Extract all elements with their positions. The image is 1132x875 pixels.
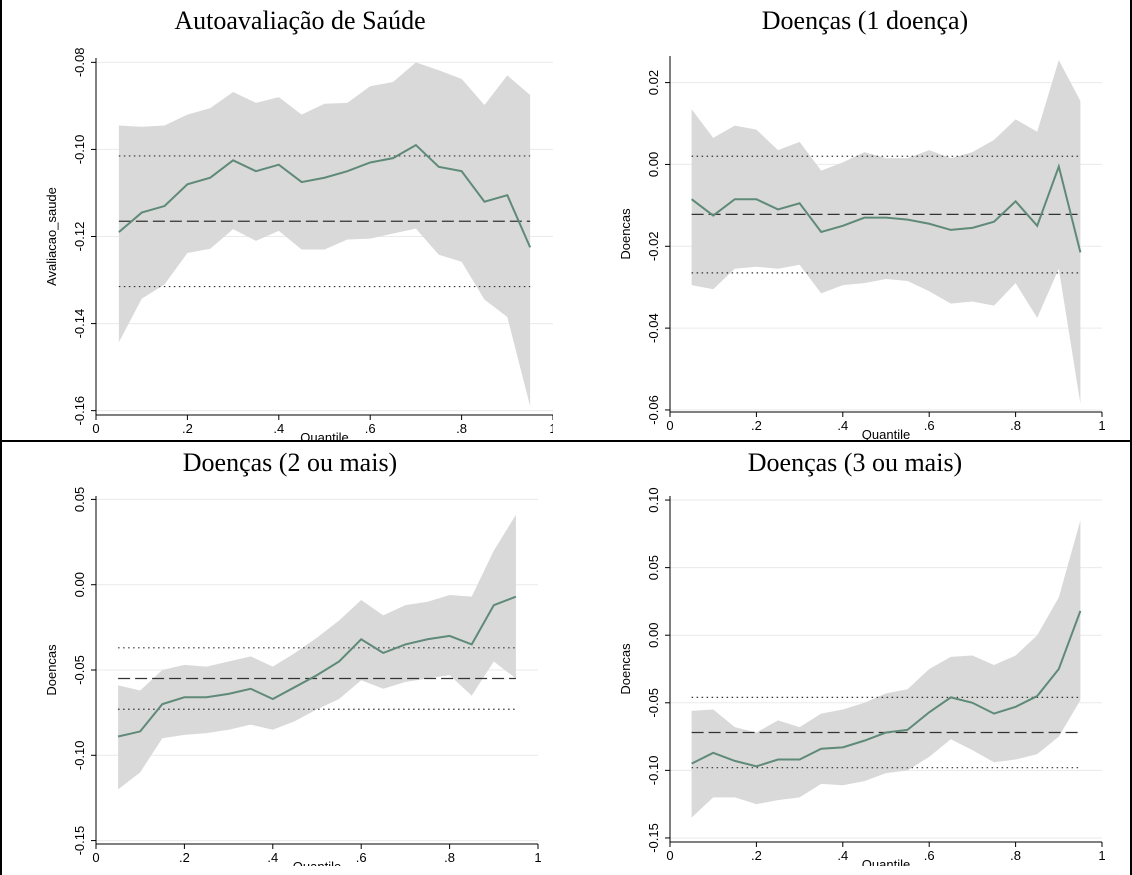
x-axis-title: Quantile	[300, 430, 348, 442]
x-tick-label: .2	[751, 848, 762, 863]
x-tick-label: .2	[182, 421, 193, 436]
chart-panel-doencas-2: 0.05 0.00 -0.05 -0.10 -0.15 0 .2 .4 .6 .8 1 Quantil…	[44, 487, 542, 866]
x-tick-label: .4	[267, 850, 278, 865]
y-axis-title: Doencas	[618, 643, 633, 695]
quantile-coefficient-line	[118, 143, 532, 248]
x-tick-label: .6	[924, 848, 935, 863]
panel-title-doencas-1: Doenças (1 doença)	[761, 6, 969, 35]
quantile-coefficient-line	[690, 163, 1082, 253]
x-tick-label: 1	[1098, 418, 1105, 433]
x-tick-label: .8	[1010, 418, 1021, 433]
quantile-coefficient-line	[117, 595, 517, 738]
x-tick-label: .2	[179, 850, 190, 865]
x-tick-label: 1	[534, 850, 541, 865]
y-tick-label: -0.10	[646, 756, 661, 786]
x-tick-label: .6	[924, 418, 935, 433]
confidence-band	[691, 60, 1081, 404]
y-tick-label: -0.06	[646, 395, 661, 425]
x-tick-label: .8	[1010, 848, 1021, 863]
x-tick-label: .6	[356, 850, 367, 865]
frame-middle-divider	[0, 440, 1132, 442]
confidence-band	[118, 62, 531, 407]
x-tick-label: .4	[837, 848, 848, 863]
x-tick-label: .4	[837, 418, 848, 433]
panel-title-autoavaliacao: Autoavaliação de Saúde	[174, 6, 426, 35]
x-tick-label: .8	[456, 421, 467, 436]
x-tick-label: .4	[273, 421, 284, 436]
quantile-coefficient-line	[691, 610, 1082, 768]
y-tick-label: -0.16	[72, 396, 87, 426]
y-tick-label: -0.12	[72, 222, 87, 252]
x-tick-label: 0	[666, 418, 673, 433]
frame-left-border	[0, 0, 2, 875]
y-tick-label: -0.02	[646, 231, 661, 261]
x-tick-label: .6	[365, 421, 376, 436]
x-tick-label: .8	[444, 850, 455, 865]
chart-panel-doencas-1: 0.02 0.00 -0.02 -0.04 -0.06 0 .2 .4 .6 .8 1 Quantil…	[618, 56, 1106, 442]
y-tick-label: -0.10	[72, 135, 87, 165]
confidence-band	[118, 514, 516, 790]
y-tick-label: 0.00	[646, 623, 661, 648]
x-tick-label: 0	[666, 848, 673, 863]
y-tick-label: 0.10	[646, 487, 661, 512]
x-axis-title: Quantile	[862, 427, 910, 442]
y-tick-label: 0.05	[646, 555, 661, 580]
x-axis-title: Quantile	[293, 859, 341, 866]
x-tick-label: 0	[92, 850, 99, 865]
x-tick-label: 0	[92, 421, 99, 436]
y-tick-label: -0.15	[72, 826, 87, 856]
y-axis-title: Doencas	[618, 208, 633, 260]
chart-panel-autoavaliacao: -0.08 -0.10 -0.12 -0.14 -0.16 0 .2 .4 .6 .8 1 Quant…	[44, 48, 553, 442]
y-tick-label: -0.05	[72, 655, 87, 685]
y-tick-label: -0.15	[646, 823, 661, 853]
x-tick-label: .2	[751, 418, 762, 433]
panel-title-doencas-2: Doenças (2 ou mais)	[182, 448, 398, 477]
x-tick-label: 1	[549, 421, 553, 436]
y-tick-label: 0.02	[646, 70, 661, 95]
y-tick-label: -0.14	[72, 309, 87, 339]
panel-title-doencas-3: Doenças (3 ou mais)	[747, 448, 963, 477]
y-tick-label: 0.05	[72, 487, 87, 512]
x-axis-title: Quantile	[862, 857, 910, 866]
y-tick-label: -0.04	[646, 313, 661, 343]
y-tick-label: -0.05	[646, 688, 661, 718]
x-tick-label: 1	[1098, 848, 1105, 863]
chart-panel-doencas-3: 0.10 0.05 0.00 -0.05 -0.10 -0.15 0 .2 .4 .6 .8 1 Qua…	[618, 487, 1106, 866]
y-tick-label: -0.10	[72, 740, 87, 770]
frame-right-border	[1130, 0, 1132, 875]
y-tick-label: 0.00	[72, 572, 87, 597]
y-axis-title: Avaliacao_saude	[44, 187, 59, 286]
y-axis-title: Doencas	[44, 644, 59, 696]
y-tick-label: 0.00	[646, 152, 661, 177]
confidence-band	[691, 520, 1081, 818]
y-tick-label: -0.08	[72, 48, 87, 78]
